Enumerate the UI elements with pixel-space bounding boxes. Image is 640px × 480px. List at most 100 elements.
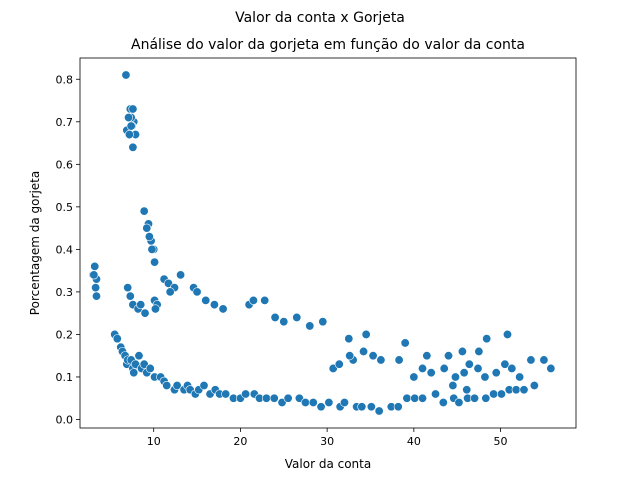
scatter-point [269,393,279,403]
scatter-point [150,304,160,314]
scatter-point [124,130,134,140]
y-tick-label: 0.6 [56,158,74,171]
y-axis-label: Porcentagem da gorjeta [28,171,42,315]
scatter-point [519,385,529,395]
scatter-point [147,244,157,254]
scatter-point [459,368,469,378]
scatter-point [410,393,420,403]
scatter-point [402,393,412,403]
scatter-point [241,389,251,399]
scatter-point [334,359,344,369]
y-tick-label: 0.2 [56,328,74,341]
x-tick-label: 10 [147,435,161,448]
scatter-point [172,380,182,390]
scatter-point [431,389,441,399]
scatter-point [418,363,428,373]
scatter-point [124,113,134,123]
scatter-point [316,402,326,412]
scatter-point [418,393,428,403]
scatter-point [163,278,173,288]
scatter-point [368,351,378,361]
scatter-point [539,355,549,365]
scatter-point [162,380,172,390]
scatter-point [328,363,338,373]
scatter-point [318,317,328,327]
scatter-point [126,121,136,131]
scatter-point [308,397,318,407]
y-tick-label: 0.7 [56,116,74,129]
y-tick-label: 0.5 [56,201,74,214]
scatter-point [507,363,517,373]
scatter-point [260,295,270,305]
scatter-point [136,300,146,310]
scatter-point [261,393,271,403]
scatter-point [277,397,287,407]
scatter-point [526,355,536,365]
scatter-point [422,351,432,361]
scatter-point [345,351,355,361]
scatter-point [511,385,521,395]
scatter-point [270,312,280,322]
plot-area [79,57,577,429]
x-tick-label: 50 [494,435,508,448]
scatter-point [339,397,349,407]
scatter-point [500,359,510,369]
scatter-point [165,287,175,297]
scatter-point [546,363,556,373]
scatter-point [221,389,231,399]
y-axis-ticks: 0.0 0.1 0.2 0.3 0.4 0.5 0.6 0.7 0.8 [56,73,80,426]
scatter-point [482,334,492,344]
scatter-point [201,295,211,305]
scatter-point [305,321,315,331]
scatter-point [150,257,160,267]
scatter-point [374,406,384,416]
scatter-point [464,359,474,369]
scatter-point [426,368,436,378]
scatter-point [448,380,458,390]
scatter-points [88,70,556,416]
scatter-point [140,308,150,318]
scatter-point [294,393,304,403]
scatter-point [279,317,289,327]
scatter-point [123,283,133,293]
x-tick-label: 40 [407,435,421,448]
scatter-point [91,291,101,301]
scatter-point [438,397,448,407]
scatter-point [283,393,293,403]
scatter-point [394,355,404,365]
scatter-point [366,402,376,412]
scatter-point [125,291,135,301]
scatter-point [300,397,310,407]
x-tick-label: 30 [320,435,334,448]
scatter-point [128,142,138,152]
scatter-point [462,385,472,395]
y-tick-label: 0.3 [56,286,74,299]
scatter-point [489,389,499,399]
figure-suptitle: Valor da conta x Gorjeta [235,10,405,26]
scatter-point [91,283,101,293]
scatter-point [357,402,367,412]
scatter-point [218,304,228,314]
scatter-point [361,329,371,339]
scatter-point [393,402,403,412]
scatter-point [409,372,419,382]
scatter-point [496,389,506,399]
x-axis-label: Valor da conta [285,457,371,471]
plot-frame [79,57,577,429]
y-tick-label: 0.0 [56,413,74,426]
y-tick-label: 0.8 [56,73,74,86]
x-tick-label: 20 [233,435,247,448]
scatter-point [112,334,122,344]
scatter-point [144,232,154,242]
scatter-point [324,397,334,407]
scatter-point [470,393,480,403]
scatter-point [480,372,490,382]
scatter-point [121,70,131,80]
scatter-point [529,380,539,390]
scatter-point [139,359,149,369]
scatter-point [292,312,302,322]
scatter-point [344,334,354,344]
scatter-point [400,338,410,348]
scatter-point [474,346,484,356]
y-tick-label: 0.1 [56,371,74,384]
